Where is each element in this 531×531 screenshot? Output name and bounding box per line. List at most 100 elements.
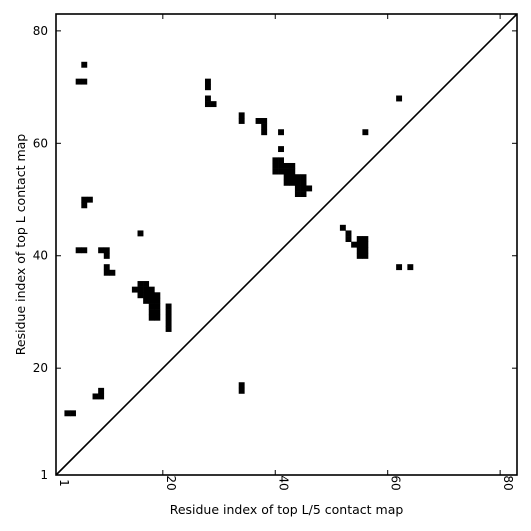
- contact-cell: [294, 191, 301, 198]
- contact-cell: [143, 281, 150, 287]
- contact-cell: [362, 247, 369, 254]
- contact-cell: [154, 292, 161, 299]
- contact-cell: [204, 78, 211, 85]
- contact-cell: [294, 174, 301, 181]
- contact-cell: [165, 309, 172, 316]
- x-tick-label: 40: [276, 475, 290, 490]
- contact-cell: [345, 230, 352, 237]
- contact-cell: [103, 269, 110, 276]
- contact-cell: [278, 162, 284, 169]
- contact-cell: [109, 269, 116, 276]
- y-tick-label: 60: [33, 136, 48, 150]
- contact-cell: [362, 236, 369, 242]
- y-tick-label: 1: [40, 468, 48, 482]
- contact-cell: [283, 179, 290, 186]
- contact-cell: [300, 185, 307, 192]
- contact-cell: [75, 78, 82, 85]
- y-tick-label: 80: [33, 24, 48, 38]
- contact-cell: [98, 393, 105, 400]
- contact-cell: [81, 61, 88, 68]
- y-tick-label: 20: [33, 361, 48, 375]
- contact-cell: [283, 174, 290, 181]
- contact-cell: [238, 118, 245, 124]
- contact-cell: [98, 387, 105, 394]
- contact-cell: [154, 314, 161, 321]
- contact-cell: [283, 162, 290, 169]
- contact-cell: [98, 247, 105, 254]
- contact-cell: [165, 314, 172, 321]
- contact-cell: [70, 410, 76, 417]
- y-axis-title: Residue index of top L contact map: [13, 134, 28, 355]
- diagonal-line: [55, 13, 518, 476]
- contact-cell: [261, 118, 268, 124]
- contact-cell: [356, 252, 363, 259]
- axis-ticks: 1 20 40 60 80 1 20 40 60 80: [33, 14, 517, 491]
- contact-cell: [396, 95, 403, 102]
- contact-cell: [278, 168, 284, 175]
- contact-cell: [210, 101, 217, 108]
- contact-cell: [339, 224, 346, 231]
- contact-cell: [356, 236, 363, 242]
- contact-cell: [204, 101, 211, 108]
- contact-cell: [356, 247, 363, 254]
- contact-cell: [294, 185, 301, 192]
- x-tick-label: 80: [501, 475, 515, 490]
- contact-cell: [103, 252, 110, 259]
- contact-cell: [306, 185, 313, 192]
- contact-cell: [272, 162, 279, 169]
- x-tick-label: 60: [389, 475, 403, 490]
- contact-cell: [81, 202, 88, 209]
- contact-cell: [148, 297, 155, 304]
- contact-cells: [64, 61, 414, 417]
- contact-cell: [238, 387, 245, 394]
- x-axis-title: Residue index of top L/5 contact map: [170, 502, 404, 517]
- contact-cell: [272, 168, 279, 175]
- contact-cell: [278, 157, 284, 164]
- contact-cell: [345, 236, 352, 242]
- contact-cell: [154, 297, 161, 304]
- contact-cell: [137, 286, 144, 293]
- contact-cell: [289, 179, 296, 186]
- contact-cell: [148, 303, 155, 310]
- contact-cell: [300, 191, 307, 198]
- contact-cell: [351, 241, 358, 248]
- contact-cell: [289, 174, 296, 181]
- contact-cell: [131, 286, 138, 293]
- contact-cell: [165, 303, 172, 310]
- contact-cell: [154, 303, 161, 310]
- contact-cell: [362, 129, 369, 136]
- contact-cell: [143, 286, 150, 293]
- contact-cell: [148, 292, 155, 299]
- contact-cell: [294, 179, 301, 186]
- contact-cell: [81, 78, 88, 85]
- x-tick-label: 20: [164, 475, 178, 490]
- contact-cell: [81, 247, 88, 254]
- contact-cell: [92, 393, 99, 400]
- contact-cell: [283, 168, 290, 175]
- contact-cell: [362, 252, 369, 259]
- contact-cell: [289, 168, 296, 175]
- contact-cell: [148, 314, 155, 321]
- contact-cell: [300, 179, 307, 186]
- contact-cell: [204, 84, 211, 91]
- contact-cell: [289, 162, 296, 169]
- contact-cell: [143, 292, 150, 299]
- contact-cell: [407, 264, 414, 271]
- contact-cell: [278, 129, 284, 136]
- contact-cell: [261, 123, 268, 130]
- contact-cell: [165, 320, 172, 327]
- contact-cell: [81, 196, 88, 203]
- y-tick-label: 40: [33, 249, 48, 263]
- contact-cell: [75, 247, 82, 254]
- contact-cell: [154, 309, 161, 316]
- x-tick-label: 1: [57, 479, 71, 487]
- contact-cell: [255, 118, 262, 124]
- contact-cell: [103, 247, 110, 254]
- contact-cell: [261, 129, 268, 136]
- contact-cell: [137, 230, 144, 237]
- plot-frame: [55, 13, 518, 476]
- contact-cell: [165, 326, 172, 332]
- contact-cell: [238, 112, 245, 119]
- contact-cell: [148, 286, 155, 293]
- contact-cell: [137, 281, 144, 287]
